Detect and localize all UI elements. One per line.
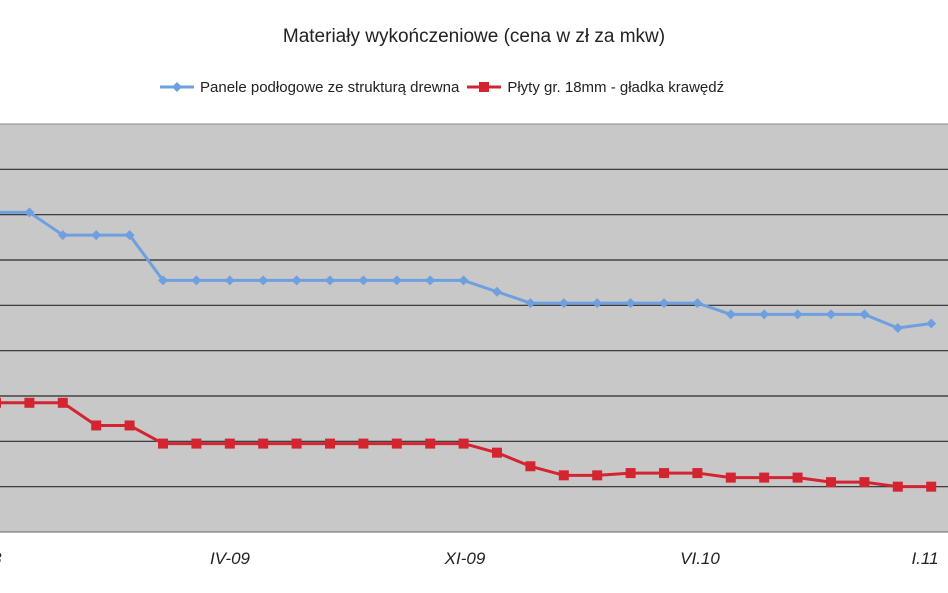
data-point-1 [425,438,436,449]
chart-legend: Panele podłogowe ze strukturą drewna Pły… [160,76,732,98]
legend-label-plyty: Płyty gr. 18mm - gładka krawędź [507,78,725,96]
data-point-0 [659,298,669,309]
data-point-0 [558,298,569,309]
data-point-0 [191,275,202,286]
legend-item-panele: Panele podłogowe ze strukturą drewna [160,77,459,97]
data-point-0 [592,298,603,309]
data-point-0 [926,318,937,329]
data-point-1 [625,468,636,479]
data-point-1 [358,438,369,449]
data-point-0 [0,211,1,214]
data-point-0 [391,275,402,286]
data-point-0 [692,298,703,309]
data-point-1 [0,397,1,408]
data-point-1 [124,420,135,431]
data-point-1 [926,481,937,492]
data-point-0 [425,275,436,286]
data-point-0 [725,309,736,320]
data-point-1 [892,481,903,492]
data-point-1 [859,477,870,488]
data-point-0 [492,286,502,297]
data-point-1 [224,438,235,449]
data-point-1 [158,438,168,449]
data-point-0 [258,275,269,286]
legend-swatch-diamond [160,82,194,92]
data-point-1 [258,438,269,449]
legend-label-panele: Panele podłogowe ze strukturą drewna [200,78,460,96]
data-point-0 [291,275,302,286]
data-point-0 [158,275,168,286]
data-point-0 [759,309,770,320]
data-point-0 [124,230,135,241]
data-point-1 [759,472,770,483]
data-point-1 [57,397,68,408]
legend-item-plyty: Płyty gr. 18mm - gładka krawędź [467,77,724,97]
data-point-0 [625,298,636,309]
data-point-0 [826,309,836,320]
data-point-1 [492,447,502,458]
data-point-1 [458,438,469,449]
plot-area [0,124,948,532]
x-tick-label: VI.10 [680,549,720,568]
data-point-1 [291,438,302,449]
x-tick-label: IV-09 [210,549,251,568]
data-point-0 [458,275,469,286]
data-point-0 [91,230,102,241]
data-point-1 [325,438,335,449]
data-point-0 [358,275,369,286]
data-point-1 [24,397,35,408]
data-point-0 [57,230,68,241]
x-tick-label: I.11 [911,549,938,568]
data-point-0 [892,323,903,333]
chart-title: Materiały wykończeniowe (cena w zł za mk… [282,26,666,47]
data-point-0 [792,309,803,320]
data-point-0 [325,275,335,286]
x-tick-label: XI-09 [444,549,486,568]
data-point-0 [859,309,870,320]
data-point-1 [826,477,836,488]
data-point-1 [659,468,669,479]
data-point-0 [525,298,536,309]
x-tick-label: 08 [0,549,2,568]
data-point-1 [558,470,569,481]
data-point-1 [792,472,803,483]
data-point-0 [224,275,235,286]
data-point-1 [391,438,402,449]
data-point-1 [692,468,703,479]
data-point-1 [725,472,736,483]
data-point-1 [592,470,603,481]
data-point-1 [91,420,102,431]
data-point-1 [191,438,202,449]
data-point-1 [525,461,536,472]
legend-swatch-square [467,82,502,92]
data-point-0 [24,207,35,218]
